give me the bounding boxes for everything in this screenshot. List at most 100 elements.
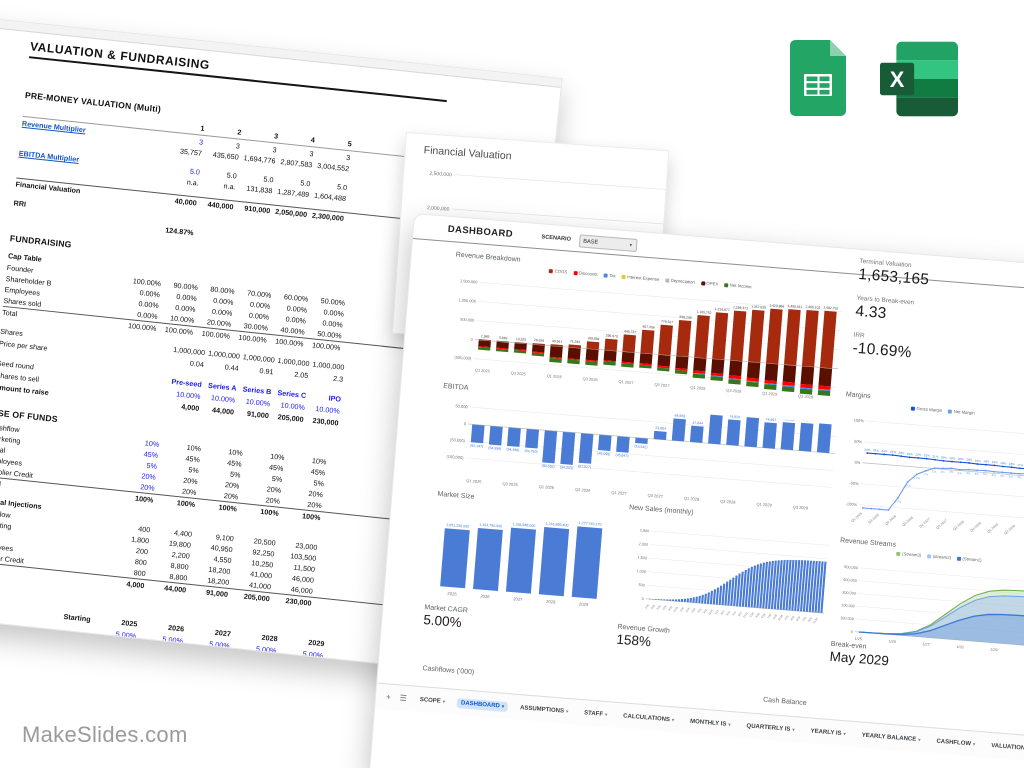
- svg-text:(54,496): (54,496): [506, 447, 519, 452]
- svg-text:(94,555): (94,555): [541, 464, 554, 469]
- sheet-tab-staff[interactable]: STAFF ▾: [580, 707, 612, 719]
- funding-round-value: 0.44: [224, 362, 240, 373]
- svg-text:-37%: -37%: [904, 483, 912, 488]
- sheet-tab-monthly-is[interactable]: MONTHLY IS ▾: [686, 716, 735, 730]
- svg-text:(52,147): (52,147): [470, 444, 483, 449]
- svg-text:20%: 20%: [966, 457, 973, 461]
- svg-text:2,000,000: 2,000,000: [427, 205, 450, 213]
- svg-text:(100,000): (100,000): [446, 454, 464, 460]
- svg-text:4%: 4%: [1008, 474, 1013, 478]
- svg-text:189,894: 189,894: [587, 336, 600, 341]
- svg-text:79,744: 79,744: [784, 417, 795, 422]
- funding-round-value: 230,000: [312, 415, 339, 428]
- legend-label: OPEX: [706, 280, 719, 287]
- premoney-col-header: 2: [236, 127, 242, 137]
- svg-text:1/29: 1/29: [783, 614, 790, 621]
- svg-text:3/26: 3/26: [684, 606, 691, 613]
- sheet-tab-assumptions[interactable]: ASSUMPTIONS ▾: [516, 702, 573, 716]
- tab-label: VALUATION: [990, 742, 1024, 752]
- svg-text:2026: 2026: [480, 594, 490, 600]
- premoney-col-header: 3: [273, 131, 279, 141]
- svg-text:1,500,000: 1,500,000: [460, 278, 479, 284]
- svg-text:1/28: 1/28: [956, 645, 964, 650]
- stat-value: 5.00%: [422, 612, 463, 631]
- svg-text:-17%: -17%: [913, 476, 921, 481]
- sheet-tab-dashboard[interactable]: DASHBOARD ▾: [456, 697, 509, 712]
- sheet-tab-yearly-balance[interactable]: YEARLY BALANCE ▾: [857, 730, 925, 745]
- svg-text:100,000: 100,000: [840, 616, 854, 621]
- svg-text:24%: 24%: [890, 450, 897, 454]
- ebitda-plot: 50,000 0 (50,000) (100,000) (52,147) Q1 2025 (…: [435, 392, 839, 520]
- new-sales-plot: 2,500 2,000 1,500 1,000 500 0 1/25 3/25 5/25 7/25…: [620, 513, 833, 637]
- margins-plot: 100% 50% 0% -50% -100% 24% 24% 24% 24% 23% 22% 22% 2…: [836, 406, 1024, 537]
- premoney-value: 910,000: [243, 203, 271, 216]
- funding-round-value: 205,000: [277, 412, 305, 424]
- svg-text:(87,027): (87,027): [578, 464, 591, 469]
- add-sheet-icon[interactable]: +: [385, 692, 392, 702]
- legend-swatch: [948, 408, 953, 414]
- svg-text:3/27: 3/27: [719, 609, 726, 616]
- sheet-tab-yearly-is[interactable]: YEARLY IS ▾: [806, 726, 850, 739]
- svg-text:Q3 2026: Q3 2026: [582, 376, 598, 382]
- svg-text:200,000: 200,000: [841, 603, 855, 608]
- svg-text:64,853: 64,853: [674, 414, 685, 419]
- svg-text:1/26: 1/26: [888, 639, 896, 644]
- svg-text:13,525: 13,525: [516, 337, 527, 342]
- svg-text:11/29: 11/29: [812, 616, 819, 624]
- sheet-tab-calculations[interactable]: CALCULATIONS ▾: [619, 711, 679, 726]
- svg-text:23%: 23%: [898, 451, 905, 455]
- tab-label: YEARLY IS: [810, 727, 842, 737]
- svg-text:17%: 17%: [1017, 463, 1024, 467]
- funding-round-value: 0.04: [189, 358, 205, 370]
- all-sheets-menu-icon[interactable]: ☰: [399, 693, 408, 703]
- svg-text:20%: 20%: [958, 457, 965, 461]
- scenario-dropdown[interactable]: BASE ▼: [578, 234, 638, 252]
- svg-text:(50,000): (50,000): [450, 437, 466, 443]
- google-sheets-icon: [790, 40, 846, 116]
- svg-text:1,216,895,400: 1,216,895,400: [545, 522, 568, 528]
- sheet-tab-cashflow[interactable]: CASHFLOW ▾: [932, 736, 980, 750]
- stat-value: 158%: [615, 631, 652, 650]
- svg-text:3/28: 3/28: [754, 612, 761, 619]
- svg-text:500,000: 500,000: [460, 317, 475, 323]
- sheet-tab-scope[interactable]: SCOPE ▾: [415, 694, 449, 707]
- app-logos: X: [790, 40, 958, 118]
- sheet-tab-valuation[interactable]: VALUATION▾: [987, 740, 1024, 754]
- svg-text:Q1 2027: Q1 2027: [611, 490, 627, 496]
- premoney-col-header: 4: [310, 135, 316, 145]
- svg-text:11/25: 11/25: [672, 605, 679, 613]
- chevron-down-icon: ▾: [792, 726, 795, 732]
- svg-text:4%: 4%: [966, 471, 971, 475]
- revenue-breakdown-chart: Revenue Breakdown COGS Discounts Tax Intere…: [446, 251, 847, 404]
- svg-text:(54,556): (54,556): [488, 446, 501, 451]
- svg-text:1/29: 1/29: [990, 648, 998, 653]
- svg-text:74,987: 74,987: [765, 417, 776, 422]
- sheet-tab-quarterly-is[interactable]: QUARTERLY IS ▾: [742, 721, 799, 735]
- svg-text:50,000: 50,000: [455, 403, 468, 409]
- svg-text:Q1 2028: Q1 2028: [952, 520, 965, 532]
- financial-valuation-chart-title: Financial Valuation: [423, 144, 512, 163]
- svg-text:-100%: -100%: [845, 501, 857, 507]
- svg-text:-7%: -7%: [923, 472, 929, 476]
- svg-text:5,949: 5,949: [499, 336, 508, 341]
- legend-label: COGS: [554, 268, 568, 275]
- svg-text:20%: 20%: [949, 456, 956, 460]
- ebitda-chart: EBITDA 50,000 0 (50,000) (100,000) (52,147) Q…: [435, 383, 840, 520]
- svg-text:445,737: 445,737: [624, 329, 637, 334]
- tab-label: STAFF: [583, 709, 604, 718]
- svg-text:3/25: 3/25: [650, 603, 657, 610]
- revenue-streams-plot: 500,000 400,000 300,000 200,000 100,000 0 1/25…: [832, 552, 1024, 662]
- premoney-value: 40,000: [174, 196, 198, 208]
- svg-text:Q1 2026: Q1 2026: [539, 484, 555, 490]
- svg-text:1,051,200,000: 1,051,200,000: [446, 523, 469, 529]
- dashboard-sheet: DASHBOARD SCENARIO BASE ▼ Revenue Breakd…: [368, 213, 1024, 768]
- svg-text:7/29: 7/29: [801, 615, 808, 622]
- chevron-down-icon: ▼: [628, 242, 634, 248]
- tab-label: ASSUMPTIONS: [519, 704, 565, 715]
- svg-text:9/26: 9/26: [702, 607, 709, 614]
- market-size-plot: 1,051,200,000 2025 1,103,760,000 2026 1,158,…: [429, 500, 612, 614]
- svg-text:50%: 50%: [854, 439, 863, 445]
- svg-text:Q1 2026: Q1 2026: [547, 373, 563, 379]
- svg-text:1/25: 1/25: [854, 637, 862, 642]
- funding-round-value: 0.91: [259, 366, 274, 377]
